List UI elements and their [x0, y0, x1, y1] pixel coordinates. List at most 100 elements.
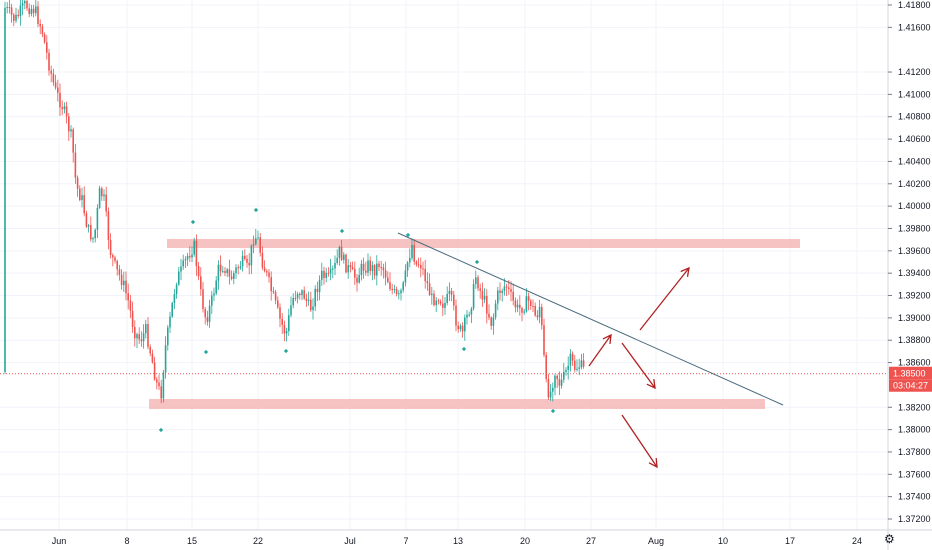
candle-body [30, 8, 33, 14]
candle-body [459, 325, 462, 330]
candle-body [239, 266, 242, 269]
candle-body [87, 225, 90, 227]
candles [4, 0, 585, 404]
x-tick-label: 7 [403, 536, 408, 546]
candle-body [41, 26, 44, 35]
arrow-up-breakout-head [680, 266, 690, 277]
candle-body [420, 264, 422, 269]
candle-body [376, 263, 378, 276]
x-axis[interactable]: Jun 8 15 22 Jul 7 13 20 27 Aug 10 17 24 [52, 536, 862, 546]
candle-body [567, 365, 569, 370]
candle-body [63, 106, 66, 110]
candle-body [92, 238, 94, 240]
candle-body [85, 213, 88, 227]
candle-body [180, 266, 182, 272]
arrow-up-breakout-shaft [639, 267, 690, 331]
candle-body [123, 280, 125, 286]
candle-body [338, 246, 341, 258]
pivot-marker [461, 346, 467, 352]
candle-body [387, 277, 389, 283]
pivot-marker [190, 219, 196, 225]
candle-body [431, 293, 433, 295]
y-tick-label: 1.41800 [898, 0, 931, 10]
arrow-down-breakdown-head [648, 457, 658, 469]
candle-body [530, 300, 532, 306]
candle-body [477, 277, 479, 289]
resistance-zone [167, 239, 800, 248]
candle-body [481, 290, 484, 300]
countdown-value: 03:04:27 [893, 381, 928, 391]
candle-body [72, 129, 74, 153]
candle-body [39, 23, 41, 27]
candle-body [554, 375, 556, 388]
candle-body [160, 386, 162, 399]
candle-body [521, 308, 523, 313]
candle-body [569, 353, 572, 366]
x-tick-label: 17 [785, 536, 795, 546]
candle-body [446, 294, 448, 303]
candle-body [270, 277, 272, 292]
pivot-marker [405, 232, 411, 238]
candle-body [453, 294, 455, 306]
candle-body [6, 7, 8, 9]
candle-body [532, 305, 534, 307]
y-axis[interactable]: 1.41800 1.41600 1.41200 1.41000 1.40800 1.406… [888, 0, 931, 524]
arrow-up-breakout [639, 266, 690, 331]
candle-body [534, 306, 536, 316]
candle-body [516, 304, 519, 308]
x-tick-label: Jun [52, 536, 67, 546]
candle-body [318, 279, 321, 293]
candle-body [332, 268, 334, 270]
candle-body [74, 152, 77, 178]
candle-body [83, 195, 85, 214]
arrow-up-bounce-head [602, 333, 612, 345]
y-tick-label: 1.37400 [898, 492, 931, 502]
candle-body [373, 265, 376, 276]
pivot-marker [283, 348, 289, 354]
candle-body [519, 304, 521, 309]
candle-body [571, 353, 574, 361]
candle-body [217, 264, 220, 281]
candle-body [547, 378, 550, 398]
candle-body [442, 303, 444, 308]
y-tick-label: 1.40000 [898, 201, 931, 211]
candle-body [257, 237, 259, 239]
candle-body [10, 7, 13, 15]
x-tick-label: 10 [718, 536, 728, 546]
candle-body [391, 289, 393, 291]
candle-body [81, 195, 83, 201]
candle-body [499, 290, 501, 293]
candle-body [149, 346, 151, 354]
candle-body [21, 3, 24, 6]
candle-body [204, 309, 206, 318]
y-tick-label: 1.37200 [898, 514, 931, 524]
y-tick-label: 1.39400 [898, 268, 931, 278]
drawings [397, 232, 784, 469]
y-tick-label: 1.39600 [898, 246, 931, 256]
candle-body [501, 290, 503, 293]
candle-body [525, 296, 528, 312]
candle-body [37, 6, 39, 24]
candle-body [536, 315, 539, 318]
candle-body [61, 107, 63, 110]
candle-body [417, 264, 420, 266]
candle-body [508, 287, 510, 290]
settings-gear-icon[interactable]: ⚙ [884, 532, 895, 546]
candle-body [230, 276, 233, 279]
candle-body [59, 92, 61, 108]
candle-body [142, 333, 145, 342]
candle-body [158, 382, 160, 387]
candle-body [514, 300, 517, 308]
x-tick-label: Aug [648, 536, 664, 546]
candle-body [76, 177, 79, 189]
candle-body [228, 269, 231, 277]
candle-body [274, 292, 277, 301]
arrow-down-pullback-head [646, 378, 656, 390]
candle-body [360, 263, 363, 275]
arrow-down-breakdown-shaft [621, 414, 658, 468]
y-tick-label: 1.40200 [898, 179, 931, 189]
candle-body [523, 311, 525, 313]
y-tick-label: 1.40400 [898, 156, 931, 166]
